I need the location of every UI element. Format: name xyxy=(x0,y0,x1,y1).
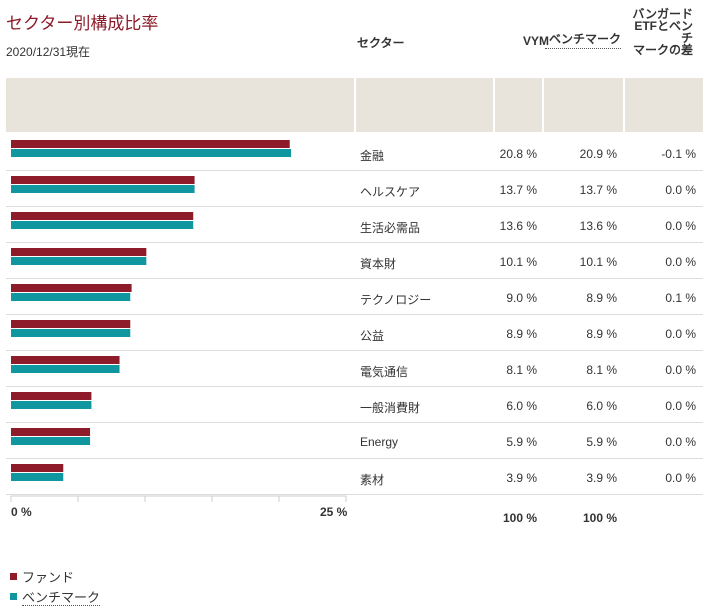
sector-name: 生活必需品 xyxy=(360,221,421,235)
bar-benchmark xyxy=(11,185,195,193)
fund-weight: 13.6 % xyxy=(499,219,537,233)
sector-name: 金融 xyxy=(360,149,385,163)
header-divider xyxy=(623,78,625,132)
weight-difference: 0.0 % xyxy=(665,327,696,341)
bar-fund xyxy=(11,428,91,436)
row-divider xyxy=(6,458,703,459)
benchmark-weight: 8.1 % xyxy=(586,363,617,377)
bar-fund xyxy=(11,212,194,220)
fund-weight: 8.1 % xyxy=(506,363,537,377)
header-divider xyxy=(542,78,544,132)
legend-item-fund: ファンド xyxy=(10,567,74,586)
column-header-sector: セクター xyxy=(357,36,405,50)
weight-difference: 0.0 % xyxy=(665,183,696,197)
weight-difference: -0.1 % xyxy=(661,147,696,161)
column-header-diff-line: バンガード xyxy=(632,7,693,21)
bar-benchmark xyxy=(11,329,131,337)
bar-fund xyxy=(11,176,195,184)
header-divider xyxy=(354,78,356,132)
fund-weight: 6.0 % xyxy=(506,399,537,413)
legend-swatch-fund xyxy=(10,573,17,580)
sector-name: 一般消費財 xyxy=(360,401,421,415)
fund-weight: 9.0 % xyxy=(506,291,537,305)
page-title: セクター別構成比率 xyxy=(6,14,159,33)
benchmark-weight: 13.7 % xyxy=(579,183,617,197)
sector-name: 電気通信 xyxy=(360,365,409,379)
bar-benchmark xyxy=(11,473,64,481)
bar-fund xyxy=(11,320,131,328)
total-benchmark: 100 % xyxy=(582,511,617,525)
sector-name: テクノロジー xyxy=(360,293,432,307)
sector-bar-chart xyxy=(10,140,347,502)
sector-name: 公益 xyxy=(360,329,385,343)
bar-benchmark xyxy=(11,257,147,265)
weight-difference: 0.0 % xyxy=(665,255,696,269)
bar-fund xyxy=(11,248,147,256)
legend-swatch-benchmark xyxy=(10,593,17,600)
fund-weight: 3.9 % xyxy=(506,471,537,485)
bar-benchmark xyxy=(11,437,91,445)
bar-benchmark xyxy=(11,365,120,373)
benchmark-weight: 13.6 % xyxy=(579,219,617,233)
column-header-benchmark[interactable]: ベンチマーク xyxy=(545,30,621,49)
row-divider xyxy=(6,206,703,207)
weight-difference: 0.0 % xyxy=(665,363,696,377)
benchmark-weight: 20.9 % xyxy=(579,147,617,161)
benchmark-weight: 10.1 % xyxy=(579,255,617,269)
header-divider xyxy=(493,78,495,132)
fund-weight: 13.7 % xyxy=(499,183,537,197)
bar-benchmark xyxy=(11,149,292,157)
benchmark-weight: 8.9 % xyxy=(586,327,617,341)
x-tick-label-max: 25 % xyxy=(320,505,348,519)
x-tick-label-min: 0 % xyxy=(11,505,32,519)
row-divider xyxy=(6,170,703,171)
benchmark-weight: 8.9 % xyxy=(586,291,617,305)
benchmark-weight: 6.0 % xyxy=(586,399,617,413)
legend-label-fund: ファンド xyxy=(22,570,75,585)
sector-name: 素材 xyxy=(360,473,385,487)
fund-weight: 20.8 % xyxy=(499,147,537,161)
weight-difference: 0.0 % xyxy=(665,219,696,233)
as-of-date: 2020/12/31現在 xyxy=(6,45,91,59)
weight-difference: 0.0 % xyxy=(665,435,696,449)
row-divider xyxy=(6,314,703,315)
bar-fund xyxy=(11,284,132,292)
benchmark-weight: 3.9 % xyxy=(586,471,617,485)
row-divider xyxy=(6,242,703,243)
bar-fund xyxy=(11,140,290,148)
row-divider xyxy=(6,278,703,279)
weight-difference: 0.1 % xyxy=(665,291,696,305)
row-divider xyxy=(6,422,703,423)
fund-weight: 5.9 % xyxy=(506,435,537,449)
benchmark-weight: 5.9 % xyxy=(586,435,617,449)
row-divider xyxy=(6,350,703,351)
bar-fund xyxy=(11,392,92,400)
table-header xyxy=(6,78,703,132)
row-divider xyxy=(6,494,703,495)
fund-weight: 10.1 % xyxy=(499,255,537,269)
column-header-diff-line: ETFとベンチ xyxy=(634,19,693,45)
sector-name: Energy xyxy=(360,435,399,449)
bar-fund xyxy=(11,464,64,472)
column-header-fund: VYM xyxy=(522,34,549,48)
bar-fund xyxy=(11,356,120,364)
sector-name: 資本財 xyxy=(360,257,397,271)
column-header-diff: バンガード ETFとベンチ マークの差 xyxy=(627,8,693,56)
bar-benchmark xyxy=(11,401,92,409)
bar-benchmark xyxy=(11,221,194,229)
row-divider xyxy=(6,386,703,387)
weight-difference: 0.0 % xyxy=(665,399,696,413)
sector-name: ヘルスケア xyxy=(360,185,421,199)
total-fund: 100 % xyxy=(502,511,537,525)
legend-label-benchmark[interactable]: ベンチマーク xyxy=(22,590,101,606)
fund-weight: 8.9 % xyxy=(506,327,537,341)
legend-item-benchmark: ベンチマーク xyxy=(10,587,101,606)
column-header-diff-line: マークの差 xyxy=(632,43,693,57)
bar-benchmark xyxy=(11,293,131,301)
weight-difference: 0.0 % xyxy=(665,471,696,485)
